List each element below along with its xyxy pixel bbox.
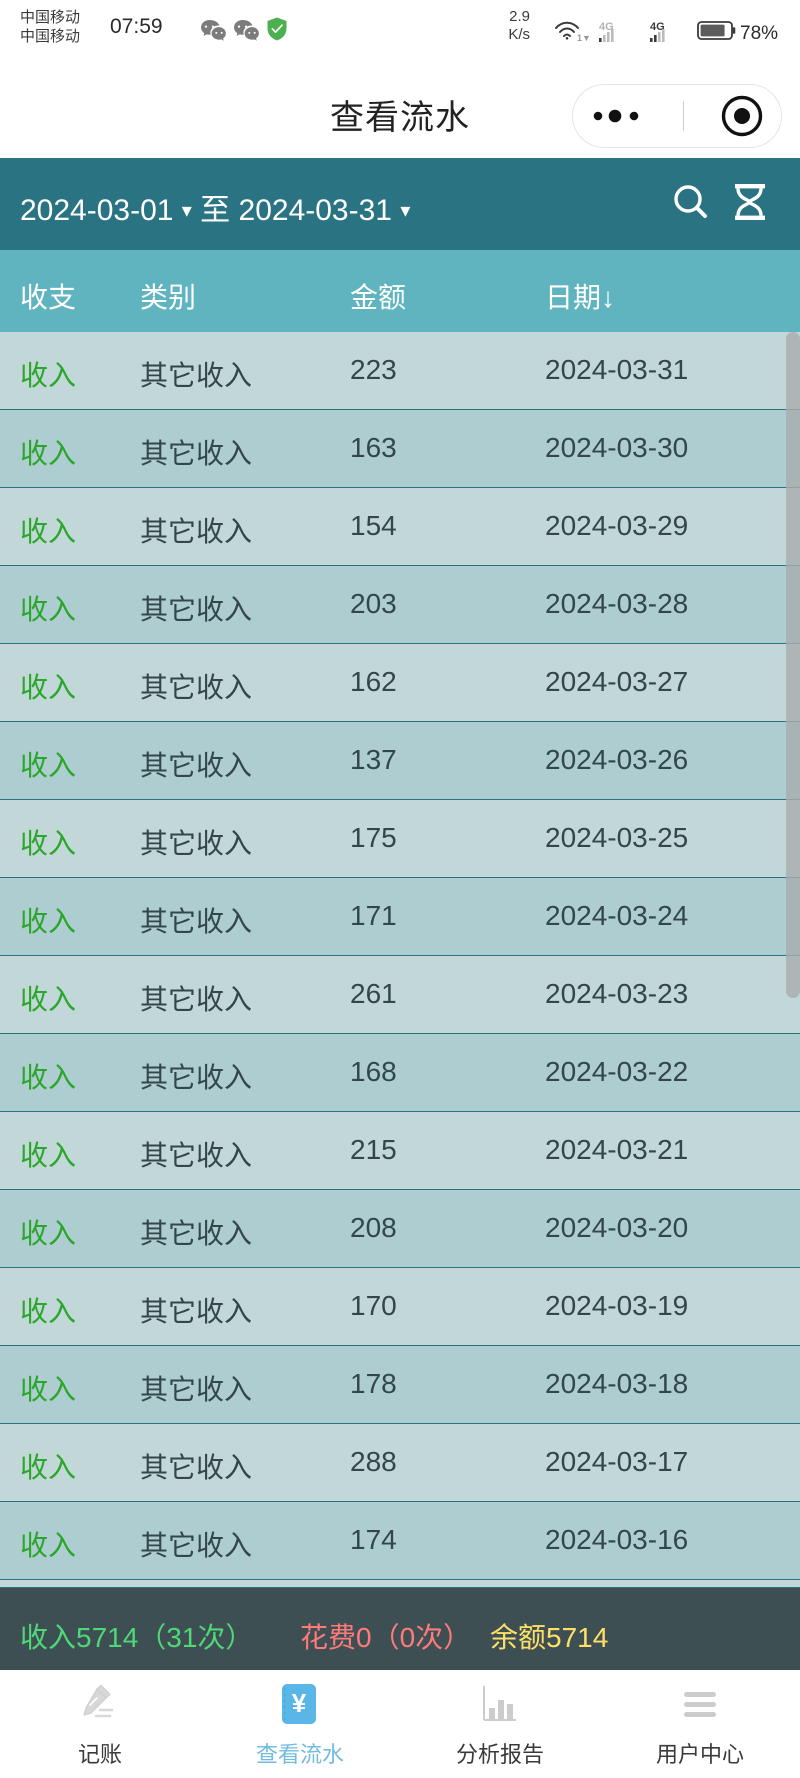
svg-text:1▼: 1▼ [577,33,591,43]
svg-text:78%: 78% [740,23,778,44]
svg-text:¥: ¥ [292,1688,307,1718]
